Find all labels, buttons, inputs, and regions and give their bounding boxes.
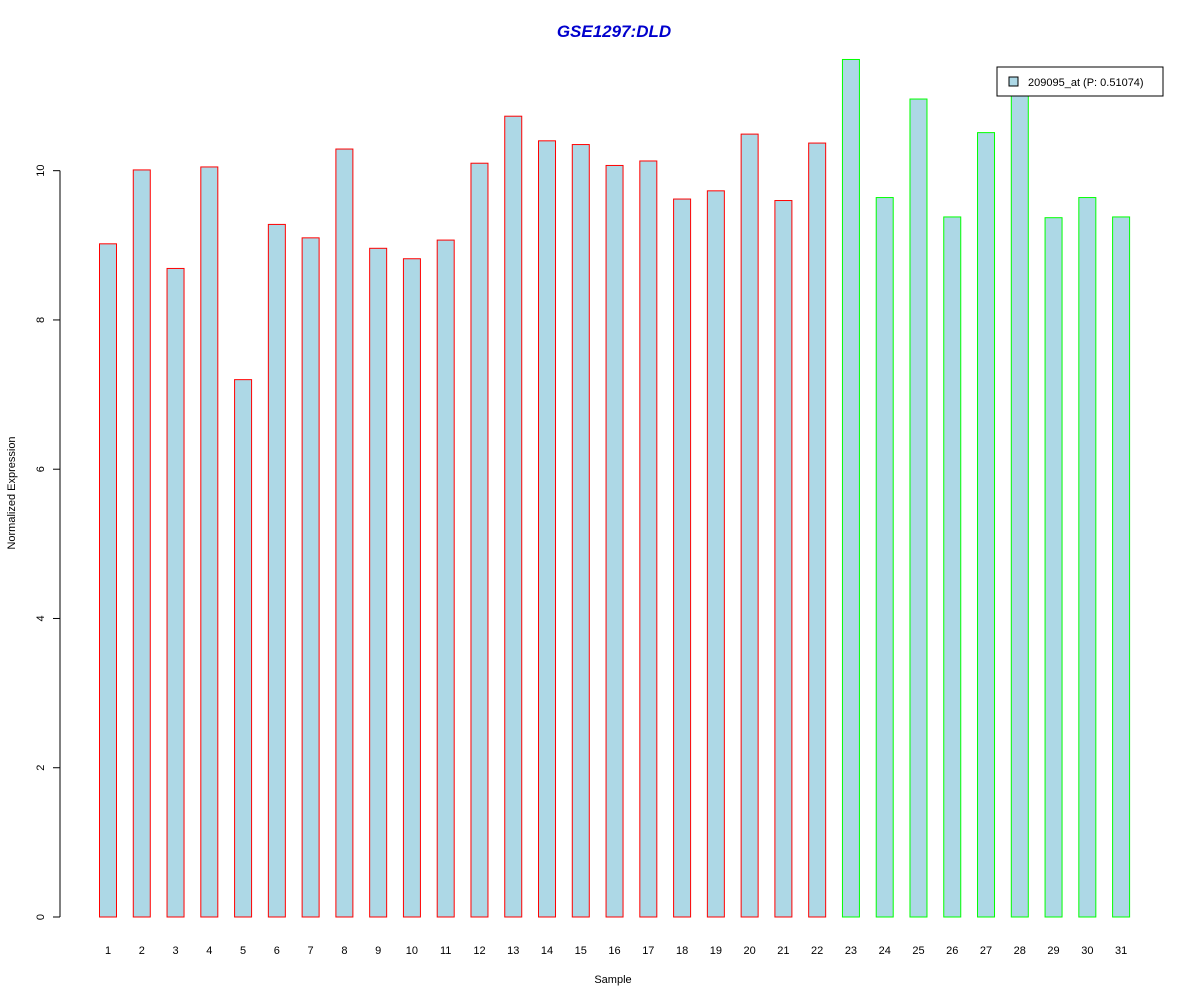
x-tick-label: 28 (1014, 945, 1026, 957)
bar-sample-7 (301, 237, 320, 918)
x-tick-label: 19 (710, 945, 722, 957)
bar-sample-24 (875, 197, 894, 918)
x-tick-label: 17 (642, 945, 654, 957)
x-tick-label: 22 (811, 945, 823, 957)
x-tick-label: 2 (139, 945, 145, 957)
chart-title: GSE1297:DLD (557, 22, 671, 41)
bar-sample-15 (571, 144, 590, 918)
bar-sample-18 (673, 198, 692, 918)
bar-sample-20 (740, 133, 759, 918)
bar-sample-2 (132, 169, 151, 918)
x-tick-label: 9 (375, 945, 381, 957)
bar-sample-14 (538, 140, 557, 918)
bar-sample-5 (234, 379, 253, 918)
bar-sample-21 (774, 200, 793, 918)
x-tick-labels: 1 2 3 4 5 6 7 8 9 10 11 12 13 14 15 16 17 18 19 20 21 22 23 24 2… (105, 945, 1127, 957)
bar-sample-30 (1078, 197, 1097, 918)
x-tick-label: 14 (541, 945, 553, 957)
bar-sample-28 (1010, 94, 1029, 918)
bar-sample-12 (470, 162, 489, 918)
x-tick-label: 3 (172, 945, 178, 957)
x-tick-label: 4 (206, 945, 212, 957)
bar-sample-23 (841, 58, 860, 918)
bar-sample-16 (605, 164, 624, 918)
bar-sample-6 (267, 223, 286, 918)
bar-sample-10 (402, 258, 421, 918)
x-tick-label: 27 (980, 945, 992, 957)
legend: 209095_at (P: 0.51074) (996, 66, 1164, 97)
y-tick-label: 4 (35, 615, 47, 621)
x-tick-label: 7 (308, 945, 314, 957)
x-tick-label: 8 (341, 945, 347, 957)
y-tick-label: 10 (35, 165, 47, 177)
x-tick-label: 24 (879, 945, 891, 957)
y-tick-label: 8 (35, 317, 47, 323)
x-tick-label: 18 (676, 945, 688, 957)
x-tick-label: 20 (744, 945, 756, 957)
x-tick-label: 16 (608, 945, 620, 957)
x-tick-label: 21 (777, 945, 789, 957)
bar-sample-25 (909, 98, 928, 918)
bar-sample-17 (639, 160, 658, 918)
bars (99, 58, 1131, 918)
y-tick-label: 0 (35, 914, 47, 920)
x-tick-label: 12 (473, 945, 485, 957)
bar-sample-8 (335, 148, 354, 918)
x-tick-label: 11 (440, 945, 451, 957)
legend-box (996, 66, 1164, 97)
x-tick-label: 6 (274, 945, 280, 957)
bar-sample-3 (166, 267, 185, 918)
x-tick-label: 26 (946, 945, 958, 957)
y-axis-label: Normalized Expression (6, 436, 18, 549)
bar-sample-27 (977, 132, 996, 918)
bar-sample-22 (808, 142, 827, 918)
legend-swatch (1008, 76, 1019, 87)
y-axis: 0 2 4 6 8 10 (35, 165, 61, 920)
x-tick-label: 10 (406, 945, 418, 957)
bar-sample-13 (504, 115, 523, 918)
x-tick-label: 31 (1115, 945, 1127, 957)
bar-sample-26 (943, 216, 962, 918)
bar-sample-31 (1112, 216, 1131, 918)
bar-sample-19 (706, 190, 725, 918)
x-tick-label: 25 (912, 945, 924, 957)
bar-sample-1 (99, 243, 117, 918)
bar-sample-29 (1044, 217, 1063, 918)
y-tick-label: 2 (35, 765, 47, 771)
bar-sample-9 (369, 247, 388, 918)
x-tick-label: 30 (1081, 945, 1093, 957)
x-tick-label: 13 (507, 945, 519, 957)
bar-sample-4 (200, 166, 219, 918)
x-tick-label: 23 (845, 945, 857, 957)
x-tick-label: 29 (1047, 945, 1059, 957)
x-tick-label: 1 (105, 945, 111, 957)
x-axis-label: Sample (594, 974, 631, 986)
legend-label: 209095_at (P: 0.51074) (1028, 77, 1144, 89)
y-tick-label: 6 (35, 466, 47, 472)
bar-sample-11 (436, 239, 455, 918)
x-tick-label: 5 (240, 945, 246, 957)
x-tick-label: 15 (575, 945, 587, 957)
